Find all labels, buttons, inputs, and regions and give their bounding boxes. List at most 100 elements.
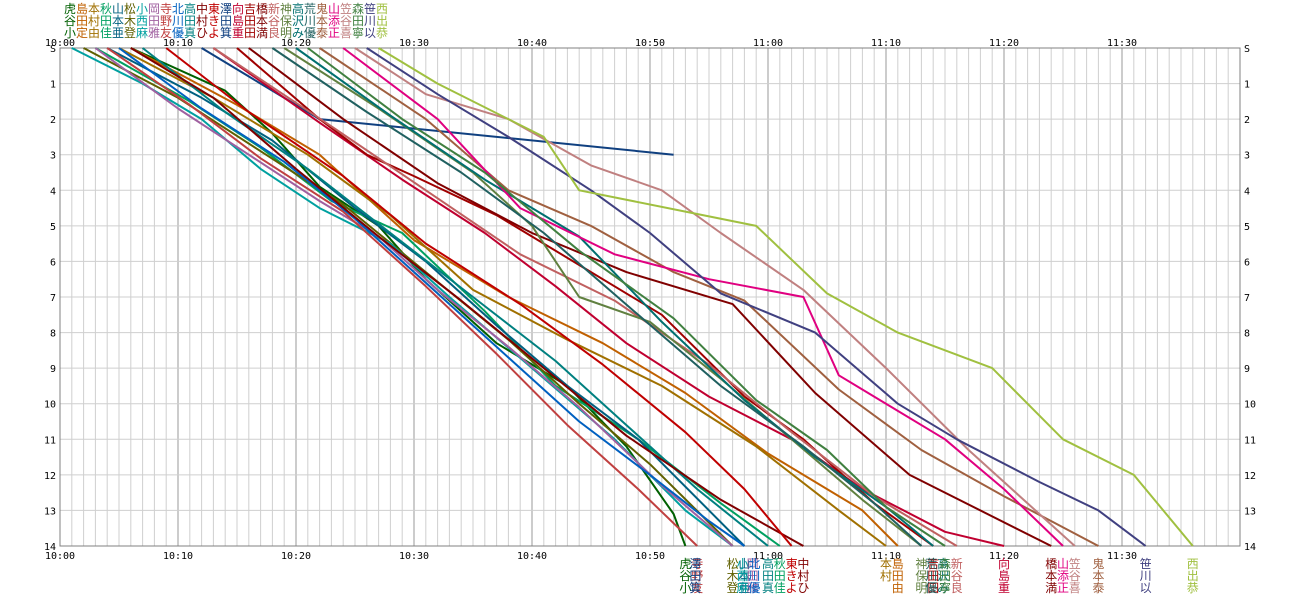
finish-label: き [786, 569, 798, 583]
finish-label: 満 [1045, 581, 1057, 595]
series-line [212, 47, 1005, 547]
finish-label: 西 [737, 569, 749, 583]
x-tick-label: 10:20 [281, 38, 311, 49]
legend-char: 優 [172, 26, 184, 40]
finish-label: 川 [1140, 569, 1152, 583]
y-tick-label: S [50, 44, 56, 55]
legend-char: 優 [304, 26, 316, 40]
series-lines [71, 47, 1194, 547]
finish-label: 添 [1057, 569, 1069, 583]
y-tick-label: 7 [50, 293, 56, 304]
finish-label: 泰 [1092, 581, 1104, 595]
finish-label: 以 [1140, 581, 1152, 595]
series-line [130, 47, 899, 547]
finish-label: 澤 [689, 557, 701, 571]
legend-char: 高 [292, 1, 304, 16]
legend-char: 島 [232, 13, 244, 28]
legend-char: き [208, 14, 220, 28]
y-tick-label: 1 [50, 80, 56, 91]
y-tick-label: 8 [1244, 329, 1250, 340]
legend-char: 田 [100, 14, 112, 28]
x-tick-label: 11:00 [753, 551, 783, 562]
finish-label: 田 [747, 569, 759, 583]
legend-char: 高 [184, 1, 196, 16]
legend-char: 秋 [100, 2, 112, 16]
legend-char: 山 [112, 2, 124, 16]
finish-label: 荒 [925, 557, 937, 571]
finish-label: 本 [1092, 569, 1104, 583]
finish-label: 明 [915, 581, 927, 595]
series-line [319, 47, 1099, 547]
finish-label: 田 [927, 569, 939, 583]
legend-char: 亜 [112, 26, 124, 40]
legend-char: 恭 [376, 26, 388, 40]
finish-label: 野 [691, 569, 703, 583]
finish-label: 秋 [774, 557, 786, 571]
finish-label: 小 [679, 581, 691, 595]
legend-char: 中 [196, 1, 208, 16]
legend-char: よ [208, 26, 220, 40]
finish-label: 谷 [951, 569, 963, 583]
legend-char: 定 [76, 25, 88, 40]
y-tick-label: 12 [1244, 471, 1256, 482]
finish-label: 優 [748, 581, 760, 595]
series-line [271, 47, 923, 547]
y-tick-label: 14 [44, 542, 56, 553]
legend-char: 松 [124, 2, 136, 16]
legend-char: 小 [136, 2, 148, 16]
finish-label: 橋 [1045, 557, 1057, 571]
finish-label: 吉 [927, 557, 939, 571]
finish-label: 真 [762, 581, 774, 595]
finish-label: 出 [1187, 569, 1199, 583]
finish-label: 由 [892, 581, 904, 595]
y-tick-label: 6 [50, 257, 56, 268]
finish-label: 重 [998, 581, 1010, 595]
legend-char: 箕 [220, 26, 232, 40]
finish-label: 亜 [738, 581, 750, 595]
x-tick-label: 11:10 [871, 551, 901, 562]
legend-char: 小 [64, 26, 76, 40]
x-tick-label: 11:30 [1107, 551, 1137, 562]
legend-char: 田 [244, 26, 256, 40]
legend-char: 本 [112, 14, 124, 28]
series-line [378, 47, 1194, 547]
series-line [118, 47, 745, 547]
series-line [212, 47, 958, 547]
y-tick-label: S [1244, 44, 1250, 55]
y-tick-label: 14 [1244, 542, 1256, 553]
legend-char: 鬼 [316, 1, 328, 16]
finish-label: 川 [925, 569, 937, 583]
finish-label: 鬼 [1092, 556, 1104, 571]
finish-label: 村 [797, 569, 809, 583]
series-line [94, 47, 734, 547]
legend-char: 西 [136, 14, 148, 28]
legend-char: 友 [160, 26, 172, 40]
x-tick-label: 11:10 [871, 38, 901, 49]
finish-label: 田 [892, 569, 904, 583]
legend-char: 寧 [352, 25, 364, 40]
finish-label: 佳 [774, 581, 786, 595]
legend-char: 登 [124, 25, 136, 40]
y-tick-label: 13 [1244, 506, 1256, 517]
y-tick-label: 11 [44, 435, 56, 446]
legend-char: 田 [220, 14, 232, 28]
legend-char: 麻 [136, 25, 148, 40]
x-tick-label: 11:30 [1107, 38, 1137, 49]
legend-char: 東 [208, 2, 220, 16]
legend-char: 良 [268, 25, 280, 40]
legend-char: 神 [280, 2, 292, 16]
finish-label: 向 [998, 556, 1010, 571]
legend-char: 橋 [256, 2, 268, 16]
legend-char: 田 [76, 14, 88, 28]
finish-label: 保 [915, 569, 927, 583]
legend-char: 重 [232, 26, 244, 40]
finish-label: 麻 [737, 580, 749, 595]
y-tick-label: 9 [50, 364, 56, 375]
finish-label: 島 [892, 556, 904, 571]
legend-char: 以 [364, 26, 376, 40]
finish-label: 川 [748, 569, 760, 583]
y-tick-label: 7 [1244, 293, 1250, 304]
x-tick-label: 11:20 [989, 38, 1019, 49]
finish-label: 西 [1187, 557, 1199, 571]
legend-char: 田 [148, 14, 160, 28]
